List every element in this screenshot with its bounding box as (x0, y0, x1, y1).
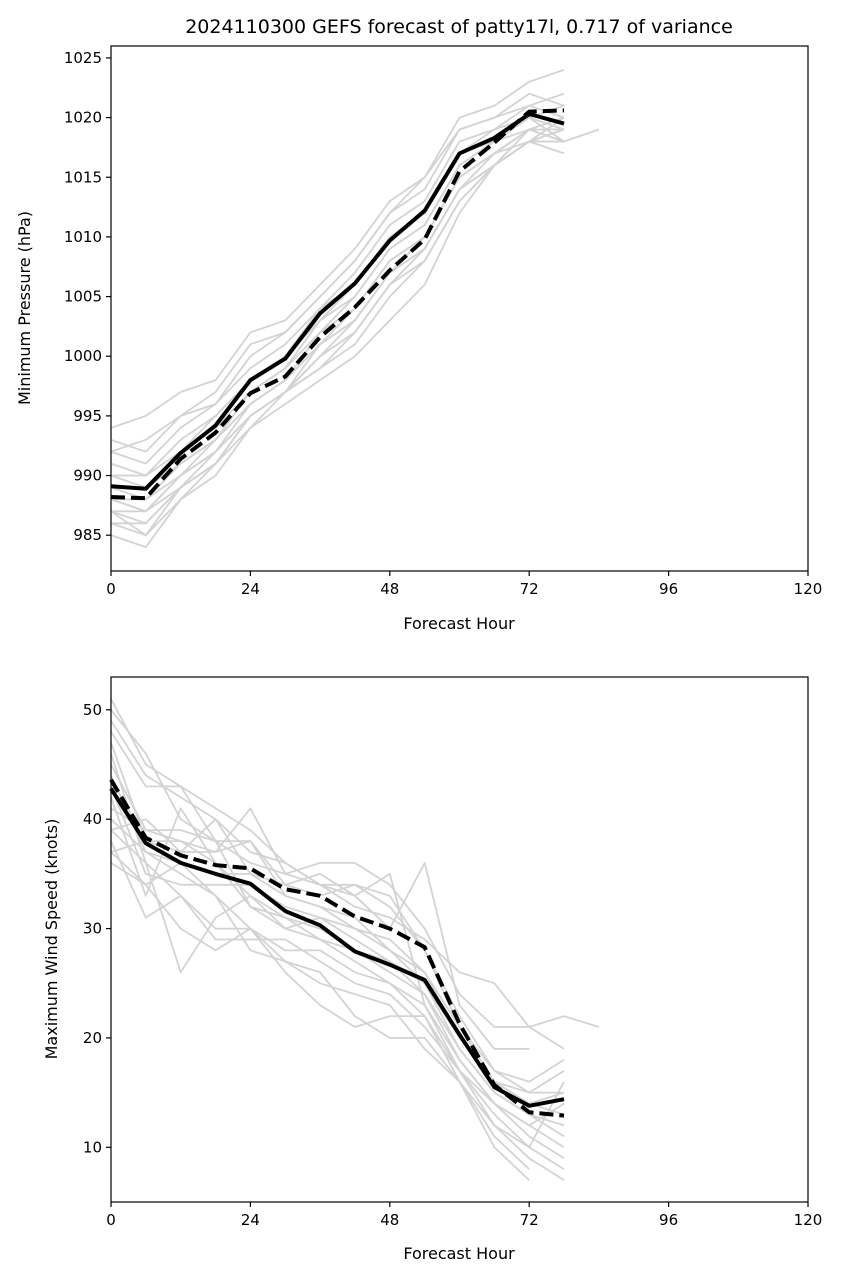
pressure-y-tick-label: 1010 (64, 228, 102, 246)
pressure-x-tick-label: 96 (659, 580, 678, 598)
pressure-x-tick-label: 120 (794, 580, 823, 598)
wind-ensemble-line (110, 698, 600, 1028)
pressure-y-tick-label: 1020 (64, 109, 102, 127)
wind-x-tick-label: 96 (659, 1211, 678, 1229)
wind-ensemble-line (110, 731, 565, 1083)
pressure-ensemble-line (110, 69, 565, 429)
pressure-y-tick-label: 995 (73, 407, 102, 425)
wind-ensemble-line (110, 840, 565, 1149)
pressure-axes-frame (110, 45, 809, 572)
wind-y-tick-label: 10 (83, 1138, 102, 1156)
wind-y-tick-label: 40 (83, 810, 102, 828)
pressure-y-tick-label: 1015 (64, 168, 102, 186)
pressure-dashed-line (110, 108, 565, 501)
pressure-x-tick-label: 24 (241, 580, 260, 598)
wind-y-tick-label: 20 (83, 1029, 102, 1047)
wind-x-tick-label: 24 (241, 1211, 260, 1229)
pressure-y-tick-label: 1025 (64, 49, 102, 67)
wind-y-tick-label: 30 (83, 920, 102, 938)
wind-y-axis-label: Maximum Wind Speed (knots) (42, 819, 61, 1060)
wind-panel: 0 24 48 72 96 120 10 20 30 40 50 Forecast Hour Max… (42, 676, 822, 1263)
wind-x-tick-label: 0 (106, 1211, 116, 1229)
pressure-y-tick-label: 985 (73, 526, 102, 544)
wind-x-tick-label: 72 (520, 1211, 539, 1229)
pressure-ensemble-line (110, 104, 565, 465)
wind-ensemble-line (110, 709, 565, 1050)
pressure-x-tick-label: 0 (106, 580, 116, 598)
pressure-x-tick-label: 72 (520, 580, 539, 598)
wind-axes-frame (110, 676, 809, 1203)
pressure-y-tick-label: 990 (73, 467, 102, 485)
wind-x-tick-label: 120 (794, 1211, 823, 1229)
wind-dashed-line (109, 778, 565, 1118)
pressure-y-tick-label: 1005 (64, 288, 102, 306)
pressure-ensemble-line (110, 128, 565, 537)
pressure-ensemble-line (110, 92, 565, 453)
pressure-ticks: 0 24 48 72 96 120 985 990 995 1000 1005 1010 1015 102… (64, 49, 823, 598)
wind-ensemble-line (110, 840, 565, 1181)
pressure-ensemble-line (110, 140, 564, 548)
pressure-y-tick-label: 1000 (64, 347, 102, 365)
wind-plot-area (109, 698, 600, 1181)
wind-solid-line (109, 787, 565, 1108)
wind-ensemble-line (110, 818, 565, 1160)
pressure-x-tick-label: 48 (380, 580, 399, 598)
wind-x-tick-label: 48 (380, 1211, 399, 1229)
pressure-x-axis-label: Forecast Hour (403, 614, 515, 633)
pressure-y-axis-label: Minimum Pressure (hPa) (15, 211, 34, 405)
chart-title: 2024110300 GEFS forecast of patty17l, 0.… (185, 16, 733, 38)
wind-ensemble-line (110, 829, 565, 1170)
wind-ensemble-line (110, 818, 565, 1127)
wind-ticks: 0 24 48 72 96 120 10 20 30 40 50 (83, 701, 822, 1229)
pressure-panel: 2024110300 GEFS forecast of patty17l, 0.… (15, 16, 822, 633)
pressure-ensemble-line (110, 116, 565, 537)
pressure-plot-area (110, 69, 600, 548)
wind-y-tick-label: 50 (83, 701, 102, 719)
pressure-solid-line (110, 112, 565, 491)
wind-x-axis-label: Forecast Hour (403, 1244, 515, 1263)
